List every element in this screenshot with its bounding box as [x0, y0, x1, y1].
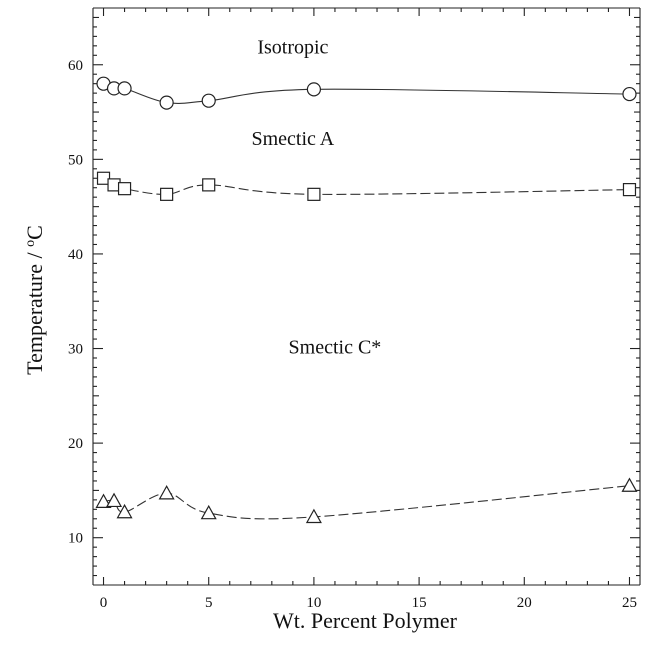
region-label: Isotropic — [257, 36, 328, 58]
x-tick-label: 25 — [622, 595, 637, 611]
data-point-triangle — [106, 492, 123, 508]
series-line-square — [103, 177, 630, 195]
y-tick-label: 40 — [68, 247, 83, 263]
y-tick-label: 50 — [68, 152, 83, 168]
data-point-triangle — [305, 508, 322, 524]
series-line-triangle — [103, 485, 630, 520]
x-tick-label: 15 — [412, 595, 427, 611]
data-point-circle — [306, 82, 322, 97]
data-point-square — [96, 171, 111, 185]
series-line-circle — [103, 83, 630, 105]
data-point-triangle — [116, 503, 133, 519]
axes — [92, 7, 641, 586]
data-point-circle — [117, 81, 132, 96]
x-tick-label: 5 — [205, 595, 213, 611]
data-point-triangle — [200, 504, 217, 520]
data-point-square — [622, 183, 637, 197]
region-label: Smectic C* — [289, 336, 382, 358]
x-axis-title: Wt. Percent Polymer — [273, 608, 458, 633]
data-point-circle — [201, 93, 216, 108]
ticks: 0 5 10 15 20 25 10 20 30 40 50 60 — [68, 8, 640, 611]
y-tick-label: 20 — [68, 436, 83, 452]
data-point-square — [307, 187, 321, 201]
data-point-square — [117, 182, 132, 196]
data-point-triangle — [158, 485, 175, 500]
data-point-square — [160, 187, 174, 201]
data-point-triangle — [621, 477, 638, 492]
data-point-square — [202, 178, 216, 192]
x-tick-label: 10 — [306, 595, 321, 611]
y-tick-label: 60 — [68, 58, 83, 74]
data-point-circle — [159, 95, 174, 110]
data-point-triangle — [95, 493, 112, 508]
y-axis-title: Temperature / oC — [22, 225, 47, 375]
region-labels: Isotropic Smectic A Smectic C* — [251, 36, 381, 358]
series-lines — [103, 83, 630, 520]
x-tick-label: 0 — [100, 595, 108, 611]
data-point-circle — [622, 86, 637, 102]
data-points — [95, 76, 638, 524]
region-label: Smectic A — [251, 128, 334, 150]
y-tick-label: 30 — [68, 342, 83, 358]
y-tick-label: 10 — [68, 531, 83, 547]
x-tick-label: 20 — [517, 595, 532, 611]
